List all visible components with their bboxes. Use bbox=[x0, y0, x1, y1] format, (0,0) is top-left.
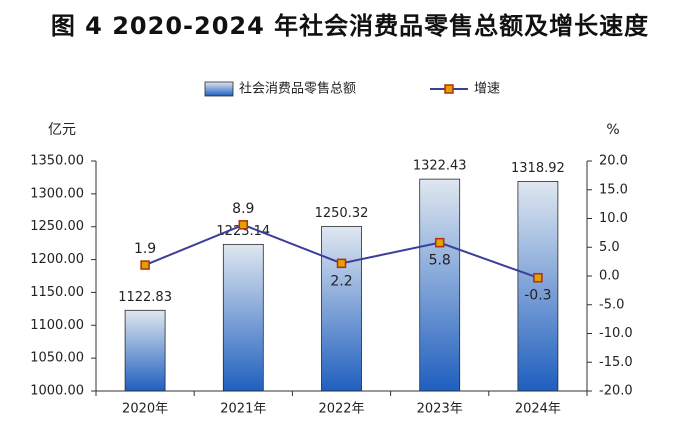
y-left-tick-label: 1200.00 bbox=[30, 252, 84, 267]
y-right-tick-label: 15.0 bbox=[599, 182, 628, 197]
y-left-tick-label: 1350.00 bbox=[30, 154, 84, 169]
bar bbox=[517, 181, 559, 392]
bar-value-label: 1250.32 bbox=[315, 206, 369, 221]
y-right-tick-label: -10.0 bbox=[599, 326, 633, 341]
growth-value-label: 1.9 bbox=[134, 241, 156, 257]
x-tick-label: 2023年 bbox=[417, 402, 463, 417]
y-right-unit: % bbox=[606, 122, 619, 138]
legend-bar-swatch bbox=[204, 81, 234, 97]
bar bbox=[321, 226, 362, 392]
legend-line-label: 增速 bbox=[474, 82, 500, 97]
x-tick-label: 2021年 bbox=[220, 402, 266, 417]
bar bbox=[124, 309, 166, 392]
y-right-tick-label: 20.0 bbox=[599, 154, 628, 169]
y-left-tick-label: 1050.00 bbox=[30, 351, 84, 366]
y-left-tick-label: 1000.00 bbox=[30, 384, 84, 399]
bar bbox=[419, 178, 461, 392]
y-right-tick-label: 10.0 bbox=[599, 211, 628, 226]
growth-marker bbox=[533, 272, 543, 283]
bar-value-label: 1122.83 bbox=[118, 290, 172, 305]
growth-marker bbox=[434, 237, 445, 248]
x-tick-label: 2020年 bbox=[122, 402, 168, 417]
legend-line-marker bbox=[444, 84, 454, 94]
growth-marker bbox=[238, 220, 249, 230]
bar bbox=[222, 243, 264, 392]
y-left-unit: 亿元 bbox=[48, 122, 76, 138]
y-right-tick-label: -20.0 bbox=[599, 384, 633, 399]
growth-marker bbox=[336, 258, 347, 269]
y-left-tick-label: 1250.00 bbox=[30, 219, 84, 234]
growth-marker bbox=[140, 260, 150, 270]
x-tick-label: 2024年 bbox=[515, 402, 561, 417]
y-right-tick-label: -15.0 bbox=[599, 355, 633, 370]
bar-value-label: 1223.14 bbox=[216, 224, 270, 239]
y-right-tick-label: 0.0 bbox=[599, 269, 620, 284]
growth-value-label: 2.2 bbox=[330, 273, 352, 289]
chart-title: 图 4 2020-2024 年社会消费品零售总额及增长速度 bbox=[50, 12, 650, 40]
legend-bar-label: 社会消费品零售总额 bbox=[239, 81, 356, 97]
y-left-tick-label: 1300.00 bbox=[30, 186, 84, 201]
y-right-tick-label: 5.0 bbox=[599, 240, 620, 255]
y-left-tick-label: 1100.00 bbox=[30, 318, 84, 333]
growth-value-label: -0.3 bbox=[524, 288, 551, 304]
y-right-tick-label: -5.0 bbox=[599, 297, 624, 312]
bar-value-label: 1322.43 bbox=[413, 159, 467, 174]
bar-value-label: 1318.92 bbox=[511, 161, 565, 176]
growth-value-label: 8.9 bbox=[232, 201, 254, 217]
x-tick-label: 2022年 bbox=[318, 402, 364, 417]
growth-value-label: 5.8 bbox=[429, 253, 451, 269]
y-left-tick-label: 1150.00 bbox=[30, 285, 84, 300]
